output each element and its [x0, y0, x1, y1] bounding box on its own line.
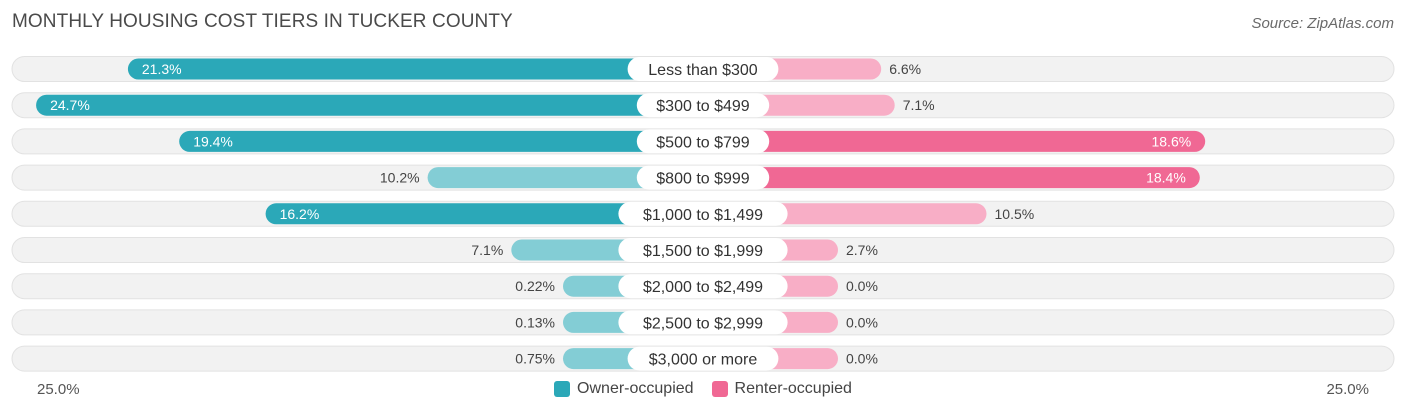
owner-value-label: 0.13% [515, 314, 555, 330]
owner-value-label: 21.3% [142, 61, 182, 77]
category-pill [618, 201, 788, 226]
chart-title: MONTHLY HOUSING COST TIERS IN TUCKER COU… [12, 11, 513, 32]
owner-value-label: 7.1% [471, 242, 503, 258]
renter-value-label: 0.0% [846, 351, 878, 367]
category-pill [636, 93, 770, 118]
category-pill [618, 274, 788, 299]
legend-label-renter: Renter-occupied [734, 380, 852, 397]
legend-swatch-renter [711, 381, 728, 397]
category-pill [636, 165, 770, 190]
legend-swatch-owner [554, 381, 571, 397]
category-pill [627, 57, 779, 81]
owner-value-label: 0.75% [515, 351, 555, 367]
category-pill [627, 346, 779, 371]
owner-bar [127, 58, 703, 80]
legend-item-renter: Renter-occupied [711, 380, 852, 398]
category-label: $1,000 to $1,499 [643, 207, 763, 224]
owner-bar [265, 203, 703, 225]
owner-bar [36, 94, 704, 116]
owner-value-label: 19.4% [193, 133, 233, 149]
owner-value-label: 0.22% [515, 278, 555, 294]
category-pill [618, 310, 788, 335]
axis-label-left: 25.0% [37, 381, 80, 398]
renter-value-label: 0.0% [846, 278, 878, 294]
category-label: $3,000 or more [649, 352, 758, 369]
category-pill [618, 238, 788, 262]
owner-bar [179, 130, 703, 152]
category-pill [636, 129, 770, 154]
renter-value-label: 6.6% [889, 61, 921, 77]
category-label: $2,500 to $2,999 [643, 315, 763, 332]
source-credit: Source: ZipAtlas.com [1251, 15, 1394, 32]
renter-value-label: 0.0% [846, 314, 878, 330]
renter-value-label: 18.4% [1146, 170, 1186, 186]
category-label: $2,000 to $2,499 [643, 279, 763, 296]
category-label: Less than $300 [648, 62, 758, 79]
renter-value-label: 18.6% [1151, 133, 1191, 149]
renter-bar [703, 167, 1200, 189]
axis-label-right: 25.0% [1326, 381, 1369, 398]
legend-label-owner: Owner-occupied [577, 380, 694, 397]
category-label: $500 to $799 [656, 134, 750, 151]
renter-value-label: 2.7% [846, 242, 878, 258]
renter-bar [703, 130, 1206, 152]
renter-value-label: 7.1% [903, 97, 935, 113]
category-label: $300 to $499 [656, 98, 750, 115]
legend: Owner-occupied Renter-occupied [0, 380, 1406, 398]
owner-value-label: 10.2% [380, 170, 420, 186]
legend-item-owner: Owner-occupied [554, 380, 694, 398]
owner-bar [427, 167, 703, 189]
category-label: $800 to $999 [656, 171, 750, 188]
renter-value-label: 10.5% [995, 206, 1035, 222]
category-label: $1,500 to $1,999 [643, 243, 763, 260]
owner-value-label: 16.2% [280, 206, 320, 222]
owner-value-label: 24.7% [50, 97, 90, 113]
